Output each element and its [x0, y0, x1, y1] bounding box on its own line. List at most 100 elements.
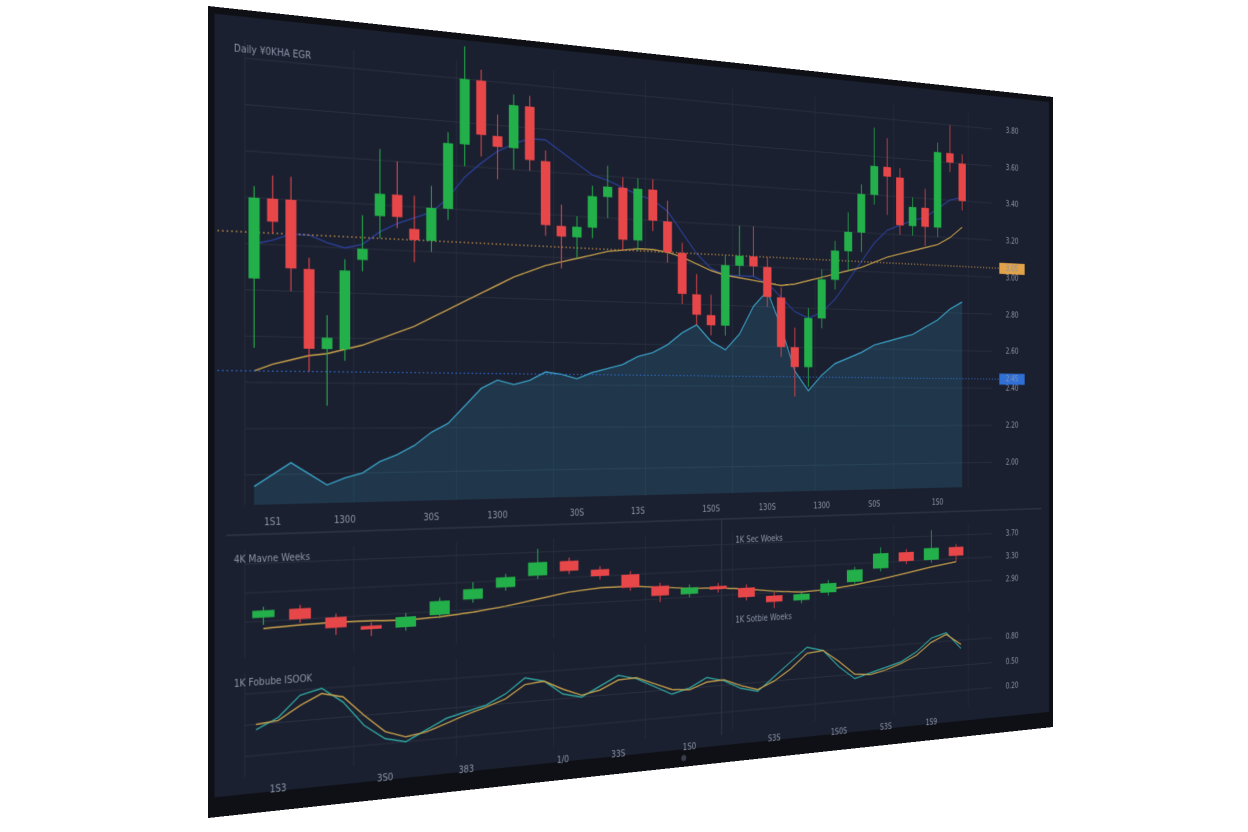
candle-body	[959, 163, 966, 201]
x-tick-label: S3S	[880, 722, 892, 733]
x-tick-label: 30S	[423, 512, 439, 523]
candle-body	[707, 315, 716, 325]
candle-body	[883, 167, 891, 177]
candle-body	[721, 265, 730, 326]
candle-body	[396, 616, 417, 628]
x-tick-label: 30S	[570, 508, 584, 519]
candle-body	[678, 253, 687, 294]
candle-body	[692, 294, 701, 315]
candle-body	[560, 560, 579, 571]
price-tag-label: 3.05	[1006, 265, 1019, 275]
candle-body	[460, 79, 470, 145]
candle-body	[791, 347, 799, 367]
x-tick-label: 1300	[334, 515, 356, 527]
x-tick-label: 1S0S	[831, 727, 847, 738]
candle-body	[924, 548, 939, 561]
x-tick-label: 1300	[487, 510, 507, 521]
y-tick-label: 3.30	[1006, 552, 1019, 562]
candle-body	[304, 269, 315, 349]
candle-body	[899, 552, 914, 562]
x-tick-label: 13S	[631, 506, 645, 516]
candle-body	[738, 587, 755, 597]
candle-body	[528, 562, 547, 576]
screen: 2.00 2.20 2.40 2.60 2.80 3.00 3.20 3.40 3.60 3.80…	[208, 6, 1053, 818]
candle-body	[921, 208, 929, 227]
y-tick-label: 2.40	[1006, 384, 1019, 393]
x-tick-label: 1S3	[270, 783, 287, 796]
candle-body	[820, 583, 836, 593]
y-tick-label: 2.80	[1006, 311, 1019, 320]
candle-body	[557, 226, 566, 237]
x-tick-label: 130S	[759, 503, 776, 513]
candle-body	[946, 153, 953, 163]
candle-body	[777, 297, 785, 347]
y-tick-label: 2.00	[1006, 458, 1019, 467]
candle-body	[949, 547, 964, 556]
candle-body	[793, 594, 809, 601]
x-tick-label: 1/0	[557, 755, 569, 767]
candle-body	[588, 196, 597, 228]
candle-body	[252, 610, 274, 618]
y-tick-label: 0.50	[1006, 656, 1019, 666]
candle-body	[818, 279, 826, 318]
candle-body	[749, 256, 757, 266]
candle-body	[591, 569, 609, 576]
candle-body	[541, 161, 550, 225]
x-tick-label: 383	[459, 764, 474, 776]
x-tick-label: 1S0S	[702, 504, 720, 514]
candle-body	[375, 193, 385, 216]
y-tick-label: 3.20	[1006, 237, 1019, 247]
x-tick-label: 1300	[813, 501, 830, 511]
candle-body	[648, 189, 657, 220]
x-tick-label: 1S0	[932, 498, 944, 508]
candle-body	[735, 256, 743, 266]
candle-body	[804, 318, 812, 367]
y-tick-label: 2.90	[1006, 575, 1019, 585]
x-tick-label: 33S	[611, 749, 625, 761]
candle-body	[633, 188, 642, 240]
candle-body	[476, 80, 486, 135]
x-tick-label: 1S0	[683, 742, 696, 753]
candle-body	[663, 221, 672, 252]
x-tick-label: 1S1	[264, 517, 281, 529]
candle-body	[621, 574, 639, 588]
candle-body	[285, 199, 296, 268]
candle-body	[651, 585, 669, 596]
candle-body	[857, 194, 865, 233]
candle-body	[618, 187, 627, 240]
y-tick-label: 2.20	[1006, 421, 1019, 430]
candle-body	[603, 186, 612, 197]
candle-body	[525, 106, 535, 160]
candle-body	[493, 136, 503, 148]
candle-body	[934, 152, 941, 228]
y-tick-label: 0.80	[1006, 632, 1019, 642]
candle-body	[443, 143, 453, 209]
candle-body	[844, 232, 852, 252]
candle-body	[496, 577, 515, 588]
candle-body	[426, 208, 436, 242]
candle-body	[873, 553, 888, 569]
candle-body	[763, 267, 771, 297]
candle-body	[430, 600, 450, 615]
candle-body	[392, 194, 402, 217]
candle-body	[340, 270, 351, 349]
y-tick-label: 2.60	[1006, 347, 1019, 356]
candle-body	[572, 227, 581, 238]
candle-body	[766, 595, 783, 602]
y-tick-label: 3.00	[1006, 274, 1019, 284]
candle-body	[909, 207, 917, 226]
candle-body	[267, 198, 278, 222]
candle-body	[509, 105, 519, 149]
candle-body	[681, 587, 698, 594]
panel-subtitle: 1K Sec Woeks	[735, 534, 782, 546]
candle-body	[325, 617, 346, 629]
candle-body	[847, 569, 863, 582]
candle-body	[322, 338, 333, 350]
x-tick-label: S3S	[768, 733, 781, 744]
y-tick-label: 3.80	[1006, 126, 1019, 136]
candle-body	[249, 197, 260, 278]
y-tick-label: 3.40	[1006, 200, 1019, 210]
y-tick-label: 3.70	[1006, 529, 1019, 538]
x-tick-label: 1S9	[926, 718, 938, 728]
